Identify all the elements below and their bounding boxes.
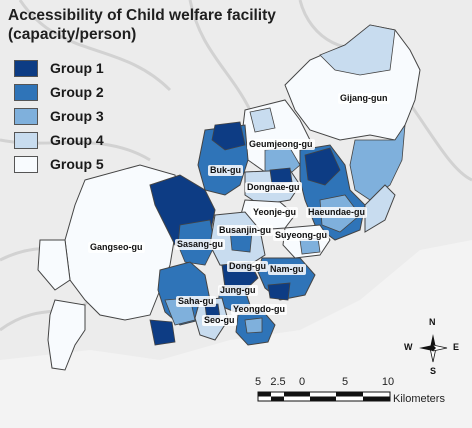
- legend-item-group-5: Group 5: [14, 152, 104, 176]
- label-suyeong: Suyeong-gu: [273, 230, 329, 241]
- label-jung: Jung-gu: [218, 285, 258, 296]
- scale-tick-label: 0: [298, 376, 306, 388]
- north-arrow-e: E: [453, 342, 460, 352]
- scale-unit: Kilometers: [393, 393, 445, 405]
- legend-item-group-4: Group 4: [14, 128, 104, 152]
- map-title: Accessibility of Child welfare facility …: [8, 7, 276, 43]
- label-buk: Buk-gu: [208, 165, 243, 176]
- legend-swatch-group-3: [14, 107, 38, 125]
- scale-tick-label: 5: [254, 376, 262, 388]
- label-geumjeong: Geumjeong-gu: [247, 139, 315, 150]
- legend-swatch-group-4: [14, 131, 38, 149]
- geumjeong-subarea-2: [249, 107, 276, 133]
- legend-item-group-1: Group 1: [14, 56, 104, 80]
- gijang-subarea-1: [319, 24, 396, 76]
- north-arrow-s: S: [430, 366, 437, 376]
- label-haeundae: Haeundae-gu: [306, 207, 368, 218]
- scale-tick-label: 5: [341, 376, 349, 388]
- yeongdo-subarea: [244, 317, 263, 334]
- legend-swatch-group-1: [14, 59, 38, 77]
- scale-tick-label: 2.5: [270, 376, 286, 388]
- nam-subarea: [267, 282, 291, 301]
- label-nam: Nam-gu: [268, 264, 306, 275]
- label-gijang: Gijang-gun: [338, 93, 390, 104]
- label-yeonje: Yeonje-gu: [251, 207, 299, 218]
- legend-swatch-group-5: [14, 155, 38, 173]
- legend-item-group-2: Group 2: [14, 80, 104, 104]
- scale-tick-label: 10: [381, 376, 395, 388]
- label-gangseo: Gangseo-gu: [88, 242, 145, 253]
- legend: Group 1 Group 2 Group 3 Group 4 Group 5: [14, 56, 104, 176]
- legend-item-group-3: Group 3: [14, 104, 104, 128]
- label-dongnae: Dongnae-gu: [245, 182, 302, 193]
- label-seo: Seo-gu: [202, 315, 237, 326]
- label-yeongdo: Yeongdo-gu: [231, 304, 287, 315]
- legend-swatch-group-2: [14, 83, 38, 101]
- label-busanjin: Busanjin-gu: [217, 225, 273, 236]
- scale-tick-labels: 5 2.5 0 5 10: [250, 376, 410, 388]
- buk-subarea: [211, 121, 246, 151]
- legend-label-group-5: Group 5: [50, 156, 104, 172]
- north-arrow-w: W: [404, 342, 413, 352]
- district-east-coast: [364, 184, 396, 233]
- legend-label-group-4: Group 4: [50, 132, 104, 148]
- north-arrow: [419, 334, 448, 363]
- legend-label-group-3: Group 3: [50, 108, 104, 124]
- label-dong: Dong-gu: [227, 261, 268, 272]
- district-gangseo-island: [47, 299, 86, 371]
- haeundae-subarea-dark: [304, 147, 341, 186]
- label-saha: Saha-gu: [176, 296, 216, 307]
- sea-area: [0, 240, 472, 428]
- north-arrow-n: N: [429, 317, 436, 327]
- label-sasang: Sasang-gu: [175, 239, 226, 250]
- legend-label-group-1: Group 1: [50, 60, 104, 76]
- district-gangseo-west: [37, 239, 71, 291]
- scale-bar: [257, 391, 391, 402]
- legend-label-group-2: Group 2: [50, 84, 104, 100]
- gijang-subarea-2: [349, 124, 406, 201]
- saha-subarea-dark: [149, 319, 176, 346]
